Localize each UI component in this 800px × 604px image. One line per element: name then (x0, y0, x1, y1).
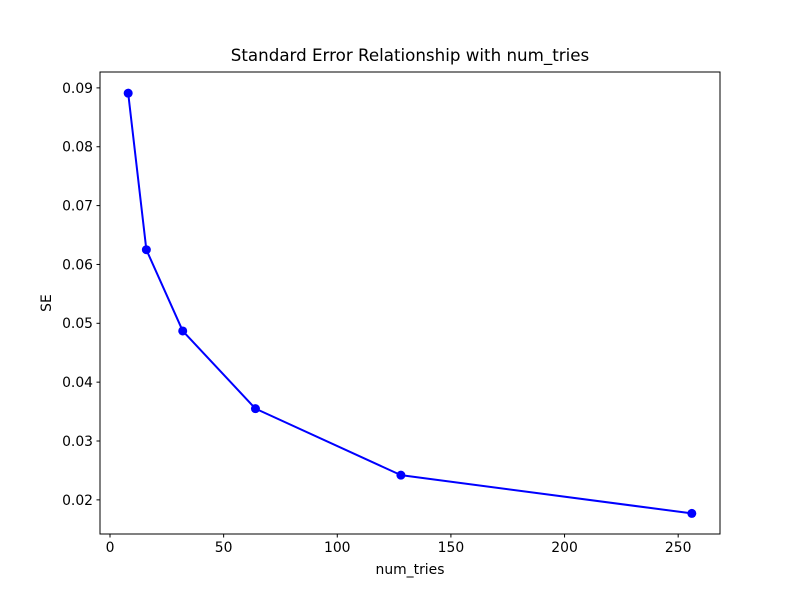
x-tick-label: 150 (438, 540, 465, 556)
x-tick-label: 50 (215, 540, 233, 556)
y-tick-label: 0.08 (62, 140, 93, 156)
data-point (687, 508, 697, 518)
x-tick-label: 250 (665, 540, 692, 556)
y-tick-label: 0.07 (62, 198, 93, 214)
data-point (250, 404, 260, 414)
data-point (141, 245, 151, 255)
y-axis-label: SE (39, 294, 55, 312)
data-point (396, 470, 406, 480)
chart-title: Standard Error Relationship with num_tri… (231, 45, 589, 66)
data-line (127, 93, 692, 515)
data-point (123, 88, 133, 98)
plot-border (99, 71, 721, 535)
x-tick-label: 200 (551, 540, 578, 556)
data-point (178, 326, 188, 336)
x-axis-label: num_tries (376, 562, 445, 578)
y-tick-label: 0.09 (62, 81, 93, 97)
x-tick-label: 100 (324, 540, 351, 556)
y-tick-label: 0.05 (62, 316, 93, 332)
y-tick-label: 0.03 (62, 434, 93, 450)
y-tick-label: 0.04 (62, 375, 93, 391)
y-tick-label: 0.02 (62, 493, 93, 509)
x-tick-label: 0 (106, 540, 115, 556)
y-tick-label: 0.06 (62, 257, 93, 273)
